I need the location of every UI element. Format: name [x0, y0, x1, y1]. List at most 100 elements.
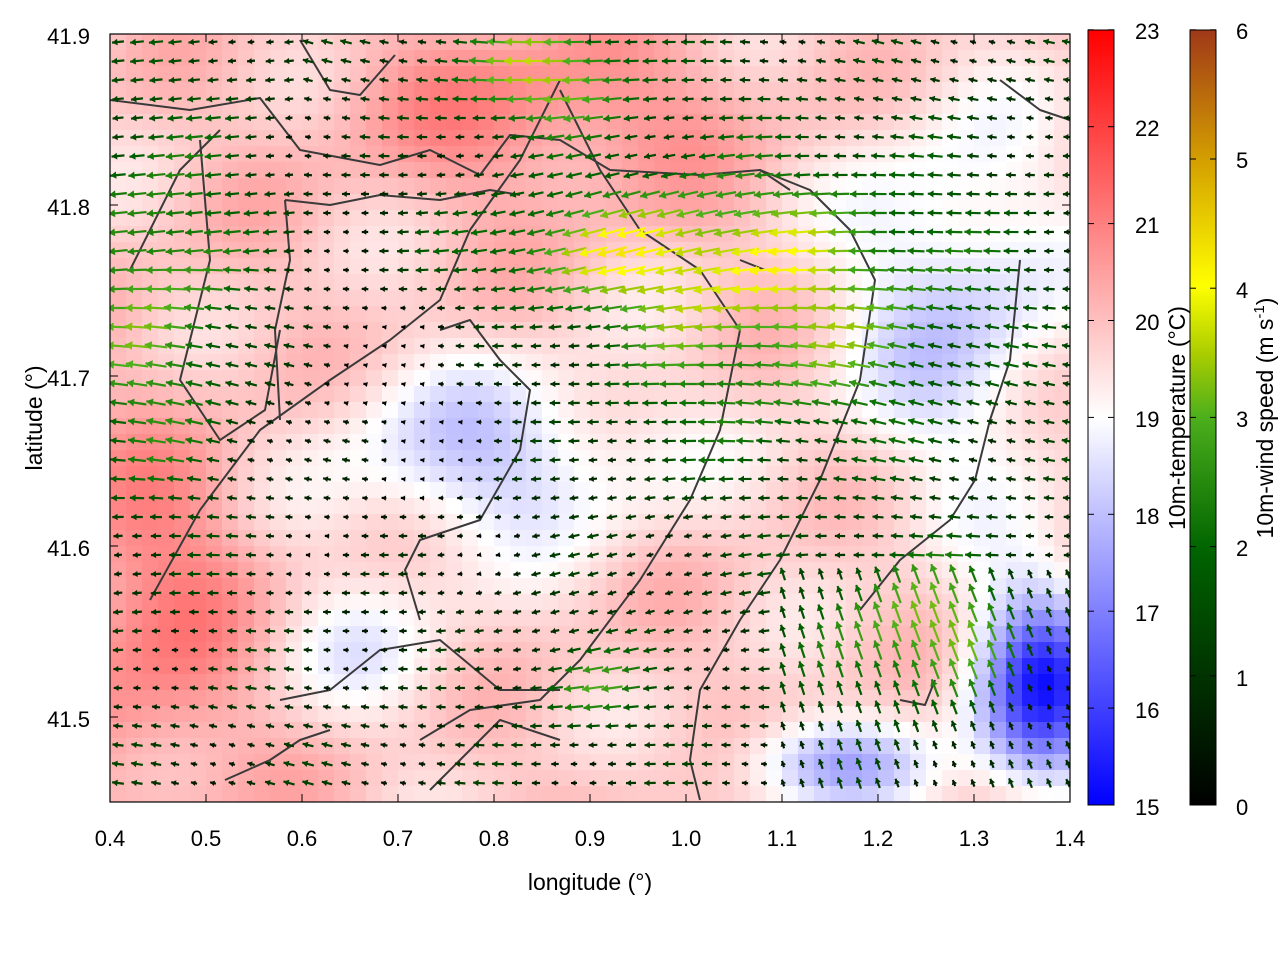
temperature-cell — [974, 98, 991, 115]
temperature-cell — [558, 290, 575, 307]
temperature-cell — [542, 482, 559, 499]
temperature-cell — [958, 146, 975, 163]
temperature-cell — [734, 706, 751, 723]
temperature-cell — [702, 306, 719, 323]
temperature-cell — [334, 338, 351, 355]
temperature-cell — [558, 786, 575, 802]
temperature-cell — [302, 290, 319, 307]
temperature-cell — [222, 626, 239, 643]
temperature-cell — [894, 498, 911, 515]
temperature-cell — [414, 258, 431, 275]
temperature-cell — [126, 658, 143, 675]
temperature-cell — [174, 626, 191, 643]
temperature-cell — [398, 450, 415, 467]
temperature-cell — [334, 658, 351, 675]
temperature-cell — [606, 178, 623, 195]
temperature-cell — [814, 226, 831, 243]
temperature-cell — [206, 290, 223, 307]
temperature-cell — [526, 594, 543, 611]
temperature-cell — [910, 98, 927, 115]
temperature-cell — [286, 98, 303, 115]
temperature-cell — [638, 722, 655, 739]
temperature-cell — [302, 178, 319, 195]
temperature-cell — [686, 50, 703, 67]
temperature-cell — [1054, 498, 1070, 515]
temperature-cell — [574, 322, 591, 339]
temperature-cell — [174, 754, 191, 771]
temperature-cell — [526, 354, 543, 371]
temperature-cell — [878, 98, 895, 115]
temperature-cell — [366, 82, 383, 99]
temperature-cell — [206, 690, 223, 707]
temperature-cell — [126, 194, 143, 211]
temperature-cell — [1006, 50, 1023, 67]
temperature-cell — [318, 418, 335, 435]
temperature-cell — [830, 66, 847, 83]
temperature-cell — [574, 98, 591, 115]
temperature-cell — [158, 242, 175, 259]
temperature-cell — [526, 274, 543, 291]
temperature-cell — [766, 50, 783, 67]
temperature-cell — [974, 754, 991, 771]
temperature-cell — [478, 786, 495, 802]
temperature-cell — [334, 322, 351, 339]
temperature-cell — [238, 338, 255, 355]
temperature-cell — [942, 370, 959, 387]
temperature-cell — [110, 626, 127, 643]
temperature-cell — [862, 194, 879, 211]
temperature-cell — [846, 98, 863, 115]
temperature-cell — [702, 178, 719, 195]
temperature-cell — [398, 98, 415, 115]
temperature-cell — [734, 402, 751, 419]
temperature-cell — [334, 450, 351, 467]
temperature-cell — [638, 114, 655, 131]
temperature-cell — [1038, 722, 1055, 739]
temperature-cell — [670, 482, 687, 499]
temperature-cell — [974, 530, 991, 547]
temperature-cell — [782, 98, 799, 115]
temperature-cell — [462, 194, 479, 211]
temperature-cell — [878, 658, 895, 675]
temperature-cell — [734, 146, 751, 163]
temperature-cell — [542, 178, 559, 195]
temperature-cell — [1038, 258, 1055, 275]
temperature-cell — [158, 786, 175, 802]
temperature-cell — [222, 754, 239, 771]
temperature-cell — [766, 306, 783, 323]
temperature-cell — [398, 82, 415, 99]
temperature-cell — [958, 258, 975, 275]
temperature-cell — [718, 658, 735, 675]
temperature-cell — [622, 402, 639, 419]
temperature-cell — [206, 386, 223, 403]
temperature-cell — [990, 130, 1007, 147]
temperature-cell — [766, 194, 783, 211]
temperature-cell — [878, 530, 895, 547]
temperature-cell — [398, 706, 415, 723]
temperature-cell — [174, 386, 191, 403]
temperature-cell — [958, 130, 975, 147]
temperature-cell — [366, 98, 383, 115]
temperature-cell — [766, 706, 783, 723]
temperature-cell — [478, 402, 495, 419]
temperature-cell — [366, 178, 383, 195]
temperature-cell — [158, 290, 175, 307]
temperature-cell — [126, 594, 143, 611]
temperature-cell — [318, 386, 335, 403]
temperature-cell — [494, 114, 511, 131]
temperature-cell — [590, 322, 607, 339]
x-tick-label: 0.5 — [191, 826, 222, 851]
temperature-cell — [782, 34, 799, 51]
temperature-cell — [126, 402, 143, 419]
temperature-cell — [638, 690, 655, 707]
temperature-cell — [622, 786, 639, 802]
temperature-cell — [894, 274, 911, 291]
temperature-cell — [974, 690, 991, 707]
temperature-cell — [478, 114, 495, 131]
temperature-cell — [270, 162, 287, 179]
temperature-cell — [126, 66, 143, 83]
temperature-cell — [590, 386, 607, 403]
temperature-cell — [190, 210, 207, 227]
temperature-cell — [430, 130, 447, 147]
temperature-cell — [350, 306, 367, 323]
temperature-cell — [510, 178, 527, 195]
